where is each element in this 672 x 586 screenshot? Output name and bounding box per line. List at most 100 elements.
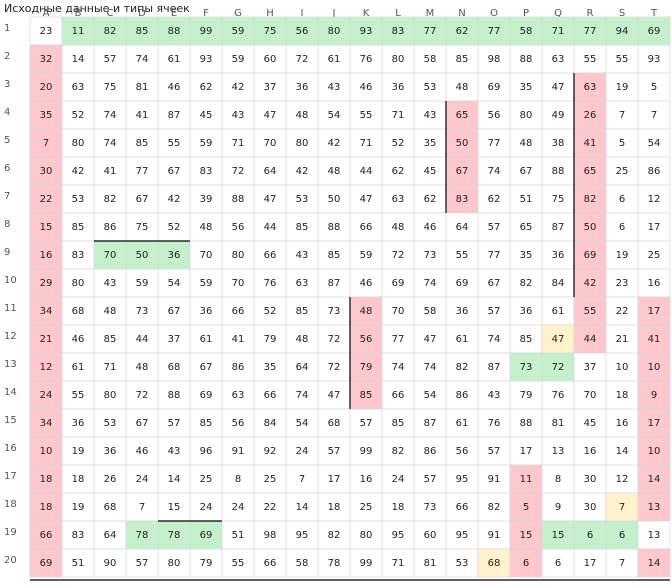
cell-value: 72 — [328, 362, 341, 373]
cell — [605, 408, 639, 438]
cell — [61, 240, 95, 270]
cell-value: 66 — [360, 222, 373, 233]
cell — [125, 520, 159, 550]
cell — [221, 44, 255, 74]
cell-value: 78 — [168, 530, 181, 541]
cell — [157, 436, 191, 466]
cell-value: 74 — [488, 166, 501, 177]
cell-value: 64 — [456, 222, 469, 233]
cell-value: 83 — [456, 194, 469, 205]
cell-value: 82 — [520, 278, 533, 289]
cell-value: 6 — [587, 530, 593, 541]
cell-value: 45 — [424, 166, 437, 177]
cell — [189, 156, 223, 186]
cell — [381, 128, 415, 158]
cell-value: 48 — [104, 306, 117, 317]
cell-value: 50 — [328, 194, 341, 205]
cell-value: 37 — [168, 334, 181, 345]
cell-value: 81 — [424, 558, 437, 569]
cell-value: 74 — [488, 334, 501, 345]
cell-value: 18 — [392, 502, 405, 513]
row-header: 12 — [4, 331, 17, 342]
cell-value: 36 — [168, 250, 181, 261]
cell — [157, 492, 191, 522]
cell — [317, 408, 351, 438]
cell — [445, 464, 479, 494]
cell-value: 46 — [72, 334, 85, 345]
cell-value: 16 — [40, 250, 53, 261]
cell-value: 61 — [200, 334, 213, 345]
cell-value: 25 — [200, 474, 213, 485]
cell-value: 37 — [264, 82, 277, 93]
cell-value: 76 — [360, 54, 373, 65]
cell — [157, 464, 191, 494]
cell-value: 38 — [552, 138, 565, 149]
cell-value: 92 — [264, 446, 277, 457]
cell-value: 17 — [584, 558, 597, 569]
cell — [381, 520, 415, 550]
row-header: 7 — [4, 191, 10, 202]
cell-value: 57 — [488, 222, 501, 233]
cell-value: 23 — [40, 26, 53, 37]
cell-value: 58 — [296, 558, 309, 569]
cell-value: 85 — [296, 306, 309, 317]
cell-value: 46 — [168, 82, 181, 93]
cell-value: 64 — [296, 362, 309, 373]
cell-value: 59 — [232, 54, 245, 65]
cell — [221, 464, 255, 494]
cell — [349, 520, 383, 550]
row-header: 3 — [4, 79, 10, 90]
cell — [605, 128, 639, 158]
cell-value: 22 — [616, 306, 629, 317]
cell — [61, 464, 95, 494]
cell — [61, 520, 95, 550]
cell-value: 80 — [72, 278, 85, 289]
cell — [93, 464, 127, 494]
cell-value: 44 — [360, 166, 373, 177]
cell-value: 12 — [648, 194, 661, 205]
cell-value: 78 — [328, 558, 341, 569]
cell-value: 74 — [104, 138, 117, 149]
cell-value: 60 — [264, 54, 277, 65]
cell-value: 48 — [328, 166, 341, 177]
cell-value: 43 — [296, 250, 309, 261]
cell-value: 47 — [360, 194, 373, 205]
cell-value: 26 — [104, 474, 117, 485]
cell-value: 63 — [584, 82, 597, 93]
cell-value: 61 — [552, 306, 565, 317]
cell-value: 85 — [72, 222, 85, 233]
cell-value: 66 — [264, 390, 277, 401]
cell-value: 61 — [456, 334, 469, 345]
cell — [445, 352, 479, 382]
cell-value: 74 — [296, 390, 309, 401]
column-header: L — [395, 8, 401, 19]
cell-value: 5 — [619, 138, 625, 149]
cell — [317, 44, 351, 74]
cell — [445, 156, 479, 186]
cell-value: 83 — [72, 250, 85, 261]
cell — [221, 380, 255, 410]
cell-value: 14 — [72, 54, 85, 65]
cell-value: 77 — [136, 166, 149, 177]
cell-value: 56 — [488, 110, 501, 121]
cell — [541, 548, 575, 578]
cell — [189, 184, 223, 214]
cell-value: 68 — [104, 502, 117, 513]
cell-value: 7 — [619, 502, 625, 513]
row-header: 13 — [4, 359, 17, 370]
cell-value: 17 — [648, 418, 661, 429]
cell-value: 87 — [328, 278, 341, 289]
cell-value: 11 — [520, 474, 533, 485]
cell-value: 88 — [168, 390, 181, 401]
cell-value: 49 — [552, 110, 565, 121]
cell-value: 48 — [296, 334, 309, 345]
cell — [637, 352, 671, 382]
cell-value: 34 — [40, 306, 53, 317]
cell-value: 17 — [328, 474, 341, 485]
cell — [413, 128, 447, 158]
cell-value: 58 — [424, 306, 437, 317]
cell — [509, 184, 543, 214]
cell-value: 30 — [40, 166, 53, 177]
cell-value: 64 — [104, 530, 117, 541]
cell-value: 88 — [520, 418, 533, 429]
